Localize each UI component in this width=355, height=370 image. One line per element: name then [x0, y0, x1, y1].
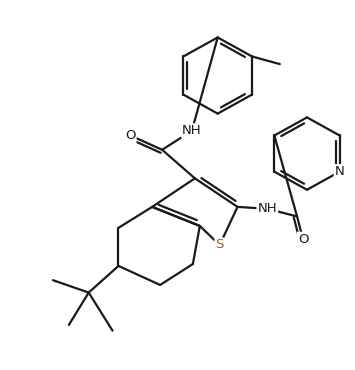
Text: O: O: [298, 233, 308, 246]
Text: S: S: [215, 239, 224, 252]
Text: N: N: [335, 165, 344, 178]
Text: O: O: [125, 129, 136, 142]
Text: NH: NH: [257, 202, 277, 215]
Text: NH: NH: [182, 124, 202, 137]
